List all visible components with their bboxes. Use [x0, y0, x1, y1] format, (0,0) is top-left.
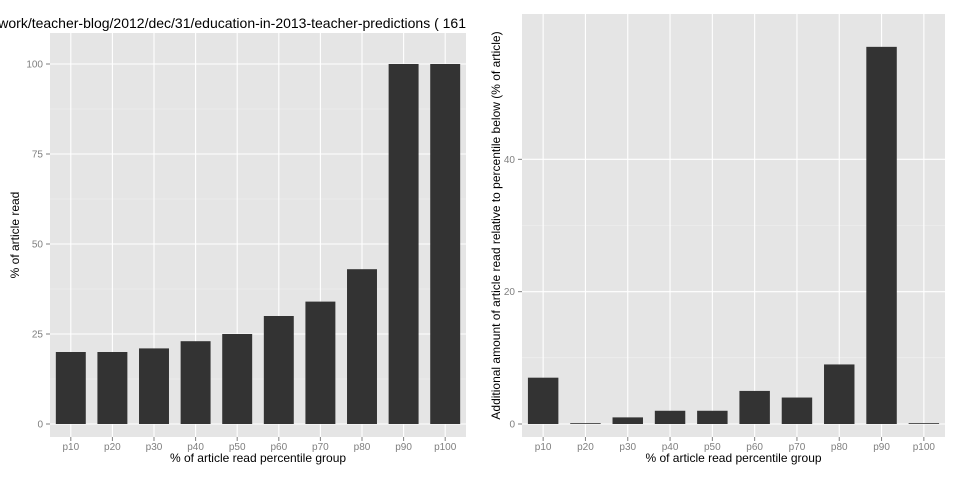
x-tick-label: p90 [873, 442, 890, 453]
x-tick-label: p10 [62, 442, 79, 453]
x-tick-label: p70 [312, 442, 329, 453]
bar-p80 [347, 269, 377, 424]
bar-p60 [263, 316, 294, 424]
bar-p20 [97, 352, 128, 424]
bar-p20 [570, 423, 601, 424]
bar-p40 [180, 341, 211, 424]
bar-p10 [55, 352, 86, 424]
y-tick-label: 50 [32, 240, 44, 251]
bar-p40 [654, 410, 686, 424]
y-axis-title: % of article read [8, 192, 22, 279]
bar-p60 [739, 390, 770, 424]
x-tick-label: p40 [187, 442, 204, 453]
bar-p70 [781, 397, 813, 424]
x-tick-label: p20 [104, 442, 121, 453]
x-tick-label: p20 [577, 442, 594, 453]
bar-p70 [305, 301, 336, 424]
x-tick-label: p100 [913, 442, 936, 453]
x-tick-label: p100 [434, 442, 457, 453]
y-tick-label: 20 [504, 287, 516, 298]
x-tick-label: p40 [662, 442, 679, 453]
x-tick-label: p10 [535, 442, 552, 453]
x-axis-title: % of article read percentile group [645, 451, 821, 465]
y-tick-label: 100 [26, 60, 43, 71]
x-tick-label: p70 [789, 442, 806, 453]
y-tick-label: 75 [32, 150, 44, 161]
bar-p90 [388, 64, 419, 424]
right-chart: 0 20 40 p10 p20 p30 p40 p50 p60 p70 p80 p90 p100 % of… [489, 14, 945, 465]
y-axis-title: Additional amount of article read relati… [489, 31, 503, 419]
y-tick-label: 40 [504, 155, 516, 166]
x-tick-label: p60 [270, 442, 287, 453]
bar-p30 [612, 417, 643, 424]
y-tick-label: 0 [37, 420, 43, 431]
x-tick-label: p90 [395, 442, 412, 453]
x-tick-label: p80 [831, 442, 848, 453]
x-tick-label: p80 [354, 442, 371, 453]
bar-p100 [908, 423, 940, 424]
bar-p50 [697, 410, 728, 424]
x-tick-label: p50 [229, 442, 246, 453]
x-tick-label: p30 [619, 442, 636, 453]
left-chart: 0 25 50 75 100 p10 p20 p30 p40 p50 p60 p70 p80 p90 p10… [8, 33, 466, 465]
bar-p50 [222, 334, 253, 424]
bar-p30 [139, 348, 169, 424]
y-tick-label: 25 [32, 330, 44, 341]
bar-p80 [824, 364, 855, 424]
x-tick-label: p30 [146, 442, 163, 453]
y-tick-label: 0 [509, 420, 515, 431]
left-chart-title: work/teacher-blog/2012/dec/31/education-… [0, 15, 466, 31]
bar-p100 [430, 64, 461, 424]
x-tick-label: p50 [704, 442, 721, 453]
x-axis-title: % of article read percentile group [170, 451, 346, 465]
bar-p10 [527, 377, 559, 424]
bar-p90 [866, 46, 897, 424]
x-tick-label: p60 [746, 442, 763, 453]
